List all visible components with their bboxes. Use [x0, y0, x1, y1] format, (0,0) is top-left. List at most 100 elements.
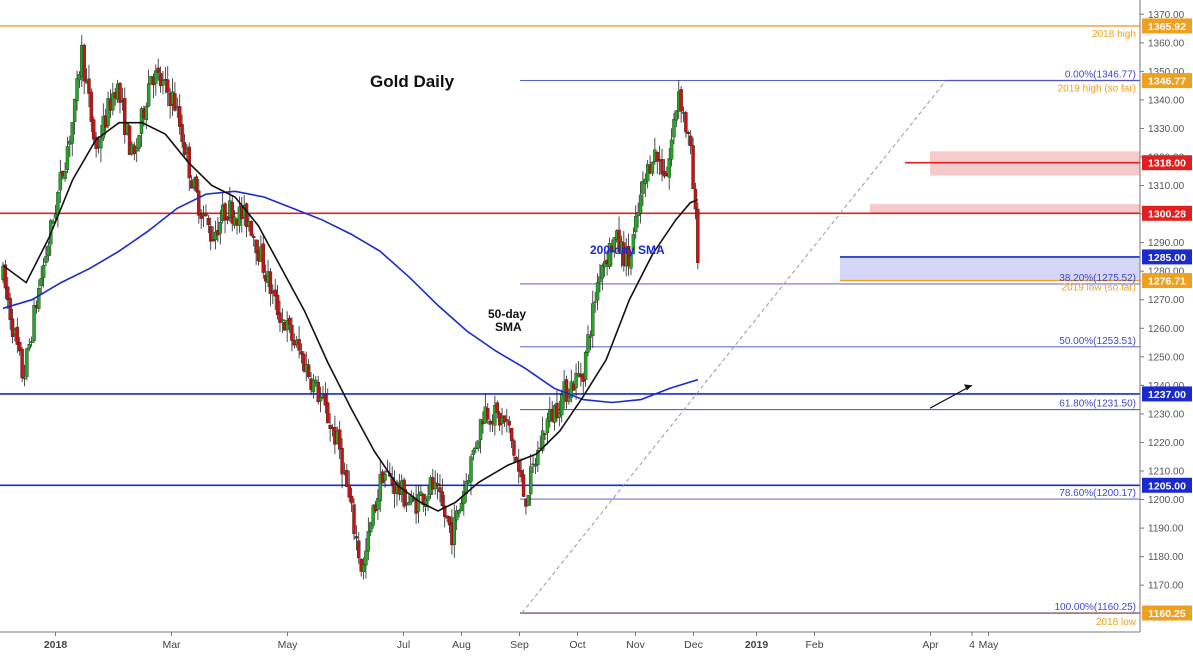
candle-body — [306, 364, 311, 378]
y-tick-label: 1310.00 — [1148, 181, 1185, 192]
candle — [352, 498, 356, 541]
candle — [660, 148, 664, 182]
candle — [70, 122, 74, 157]
candle-body — [328, 424, 332, 429]
candle — [438, 474, 442, 503]
candle-body — [127, 125, 132, 155]
candle-body — [691, 145, 695, 190]
candle — [182, 133, 187, 158]
candle-body — [540, 430, 545, 451]
zone-band — [870, 204, 1140, 214]
candle-body — [268, 271, 273, 294]
candle-body — [564, 379, 569, 402]
candle-body — [486, 408, 490, 420]
candle-body — [182, 142, 187, 155]
candle-body — [696, 208, 700, 264]
candle — [299, 343, 304, 364]
candle-body — [638, 194, 643, 214]
candle — [249, 220, 254, 237]
candle — [290, 317, 294, 352]
candle-body — [438, 487, 442, 493]
level-badge — [1142, 205, 1192, 221]
candle-body — [536, 449, 540, 466]
candle — [39, 266, 43, 295]
candle — [278, 300, 282, 333]
candle — [655, 151, 659, 175]
candle-body — [634, 216, 638, 233]
candle — [20, 346, 24, 383]
candle-body — [299, 351, 304, 355]
candle — [273, 279, 277, 310]
candle-body — [213, 231, 218, 241]
candle-body — [111, 93, 115, 111]
candle — [111, 82, 115, 116]
candle-body — [361, 564, 366, 572]
candle-body — [574, 372, 578, 389]
candle — [46, 241, 51, 262]
candle-body — [194, 176, 199, 192]
candle-body — [376, 497, 380, 510]
candle — [225, 215, 230, 225]
candle-body — [254, 239, 258, 254]
candle-body — [144, 106, 148, 121]
candle — [600, 263, 605, 291]
fib-label: 61.80%(1231.50) — [1059, 399, 1136, 410]
level-badge-label: 1300.28 — [1148, 208, 1186, 220]
candle-body — [667, 158, 671, 178]
candle — [495, 400, 499, 419]
candle — [638, 181, 643, 224]
candle — [27, 338, 31, 352]
candle-body — [600, 265, 605, 279]
candle — [612, 237, 616, 258]
candle-body — [402, 479, 406, 507]
candle-body — [347, 484, 351, 498]
candle-body — [371, 505, 375, 526]
candle — [87, 64, 91, 108]
fib-label: 100.00%(1160.25) — [1054, 602, 1136, 613]
candles-layer — [1, 35, 700, 580]
level-badge — [1142, 155, 1192, 171]
candle-body — [87, 78, 91, 94]
candle-body — [137, 135, 141, 149]
candle — [645, 159, 650, 189]
candle-body — [180, 124, 184, 142]
candle — [371, 504, 375, 529]
candle-body — [177, 106, 182, 127]
sma50-label-line1: 50-day — [488, 307, 526, 321]
x-tick-label: Jul — [397, 639, 410, 651]
candle-body — [507, 420, 511, 426]
trend-arrow-shaft — [929, 384, 973, 409]
candle — [531, 456, 535, 474]
trend-arrow-head — [964, 384, 972, 391]
candle-body — [545, 418, 550, 433]
candle — [533, 458, 538, 474]
candle — [218, 209, 222, 245]
candle-body — [693, 189, 698, 210]
candle-body — [29, 341, 34, 343]
candle — [106, 91, 110, 129]
candle-body — [197, 190, 201, 216]
candle-body — [44, 256, 48, 263]
candle-body — [123, 98, 127, 136]
candle-body — [595, 282, 600, 301]
candle — [493, 395, 497, 436]
candle-body — [135, 147, 139, 152]
candle — [416, 484, 421, 524]
level-badge — [1142, 249, 1192, 265]
candle — [53, 204, 58, 221]
candle — [230, 195, 234, 232]
x-tick-label: 2018 — [44, 639, 68, 651]
candle-body — [629, 252, 633, 269]
x-tick-label: 2019 — [745, 639, 769, 651]
candle — [555, 390, 559, 422]
candle-body — [528, 466, 533, 495]
candle — [318, 386, 323, 413]
y-tick-label: 1290.00 — [1148, 238, 1185, 249]
candle-body — [345, 469, 349, 487]
candle-body — [674, 110, 679, 121]
candle-body — [209, 226, 213, 242]
candle — [567, 388, 571, 405]
sma-200-line — [2, 190, 699, 404]
candle — [328, 412, 332, 442]
